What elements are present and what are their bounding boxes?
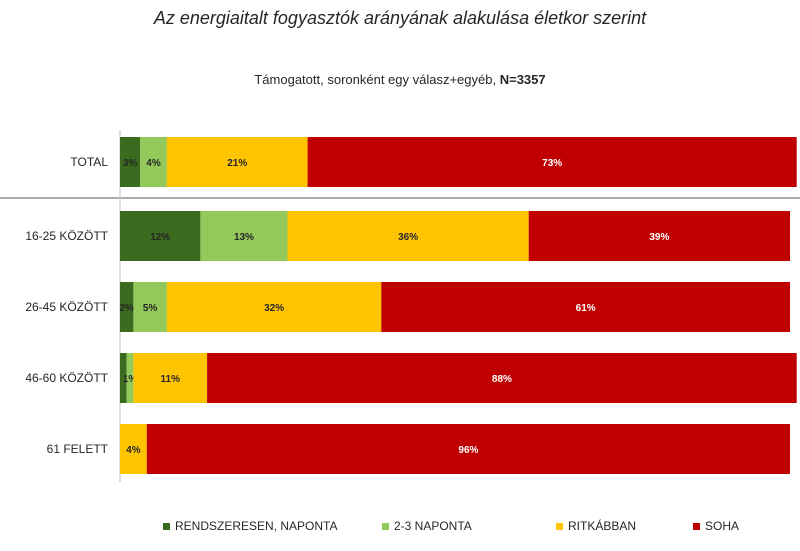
category-label: 46-60 KÖZÖTT [25, 371, 108, 385]
bar-segment [120, 353, 127, 403]
bar-segment [166, 282, 382, 332]
legend-swatch [382, 522, 389, 530]
data-label: 21% [227, 158, 247, 169]
data-label: 5% [143, 303, 158, 314]
data-label: 12% [150, 232, 170, 243]
bar-segment [140, 137, 167, 187]
bar-segment [120, 137, 141, 187]
subtitle-sample-size: N=3357 [499, 72, 546, 87]
bar-segment [126, 353, 134, 403]
bar-segment [528, 211, 790, 261]
data-label: 88% [492, 374, 512, 385]
legend-label: RITKÁBBAN [568, 519, 637, 533]
bar-segment [166, 137, 308, 187]
bar-segment [120, 211, 201, 261]
bar-segment [207, 353, 797, 403]
data-label: 96% [458, 445, 478, 456]
data-label: 36% [398, 232, 418, 243]
data-label: 2% [119, 303, 134, 314]
legend-label: RENDSZERESEN, NAPONTA [175, 519, 338, 533]
legend-swatch [163, 522, 170, 530]
bar-segment [200, 211, 288, 261]
bar-segment [146, 424, 791, 474]
data-label: 3% [123, 158, 138, 169]
category-label: 26-45 KÖZÖTT [25, 300, 108, 314]
bar-segment [133, 353, 208, 403]
data-label: 4% [126, 445, 141, 456]
category-label: TOTAL [70, 155, 108, 169]
data-label: 61% [576, 303, 596, 314]
data-label: 32% [264, 303, 284, 314]
data-label: 4% [146, 158, 161, 169]
bar-segment [287, 211, 529, 261]
chart-title: Az energiaitalt fogyasztók arányának ala… [153, 8, 647, 28]
bar-segment [307, 137, 797, 187]
data-label: 73% [542, 158, 562, 169]
legend-label: 2-3 NAPONTA [394, 519, 472, 533]
chart-subtitle: Támogatott, soronként egy válasz+egyéb, … [0, 72, 800, 87]
bar-segment [120, 424, 147, 474]
data-label: 11% [161, 374, 181, 385]
data-label: 39% [649, 232, 669, 243]
bar-segment [381, 282, 790, 332]
legend-swatch [556, 522, 563, 530]
chart-legend: RENDSZERESEN, NAPONTA 2-3 NAPONTA RITKÁBBA… [0, 519, 800, 537]
data-label: 13% [234, 232, 254, 243]
bar-segment [120, 282, 134, 332]
legend-label: SOHA [705, 519, 740, 533]
legend-item: SOHA [693, 519, 739, 533]
legend-item: 2-3 NAPONTA [382, 519, 472, 533]
legend-swatch [693, 522, 700, 530]
category-label: 16-25 KÖZÖTT [25, 229, 108, 243]
subtitle-text: Támogatott, soronként egy válasz+egyéb, [254, 72, 497, 87]
data-label: 1% [123, 374, 138, 385]
category-label: 61 FELETT [47, 442, 109, 456]
legend-item: RITKÁBBAN [556, 519, 636, 533]
legend-item: RENDSZERESEN, NAPONTA [163, 519, 337, 533]
bar-segment [133, 282, 167, 332]
